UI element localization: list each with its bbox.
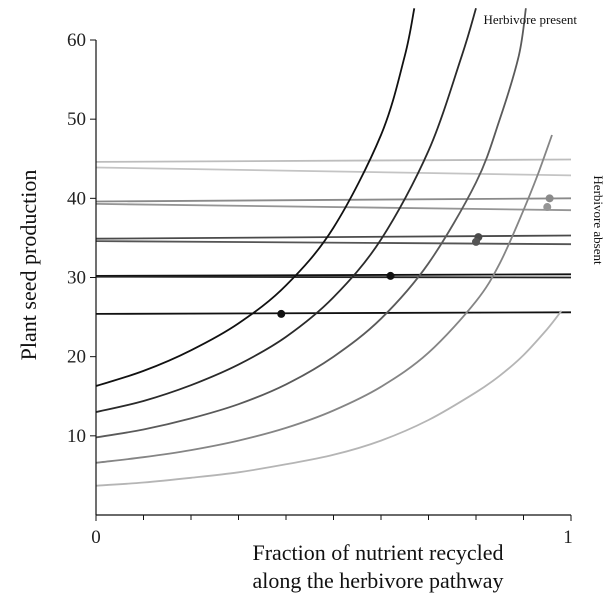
y-tick-label-20: 20 <box>67 347 86 368</box>
herbivore-absent-label: Herbivore absent <box>591 175 606 265</box>
y-axis-title: Plant seed production <box>16 170 41 361</box>
y-tick-label-60: 60 <box>67 30 86 51</box>
herbivore-present-label: Herbivore present <box>484 12 578 27</box>
herbivore-present-curve-5 <box>96 310 563 487</box>
herbivore-absent-line-4 <box>96 203 572 212</box>
herbivore-absent-line-7 <box>96 273 572 277</box>
herbivore-absent-line-5 <box>96 234 572 240</box>
intersection-point-4 <box>472 237 480 246</box>
herbivore-absent-line-1 <box>96 158 572 163</box>
herbivore-present-curve-1 <box>96 8 416 387</box>
x-tick-label-1: 1 <box>563 527 573 548</box>
y-tick-label-40: 40 <box>67 188 86 209</box>
x-axis-title-line-2: along the herbivore pathway <box>252 568 503 593</box>
y-tick-label-30: 30 <box>67 268 86 289</box>
intersection-point-5 <box>545 194 554 203</box>
y-tick-label-10: 10 <box>67 426 86 447</box>
herbivore-present-curve-4 <box>96 134 553 464</box>
curves-layer <box>96 8 572 487</box>
herbivore-present-curve-2 <box>96 8 477 413</box>
y-tick-label-50: 50 <box>67 109 86 130</box>
ticks-layer: 10 20 30 40 50 60 0 1 <box>67 30 573 548</box>
intersection-point-6 <box>543 203 552 212</box>
herbivore-absent-line-3 <box>96 197 572 203</box>
points-layer <box>277 194 554 318</box>
herbivore-absent-line-6 <box>96 240 572 246</box>
x-axis-title-line-1: Fraction of nutrient recycled <box>252 540 503 565</box>
herbivore-absent-line-2 <box>96 166 572 177</box>
intersection-point-2 <box>386 271 395 280</box>
herbivore-absent-line-8 <box>96 275 572 279</box>
herbivore-present-curve-3 <box>96 8 527 439</box>
x-tick-label-0: 0 <box>91 527 101 548</box>
herbivore-absent-line-9 <box>96 311 572 315</box>
intersection-point-1 <box>277 309 286 318</box>
